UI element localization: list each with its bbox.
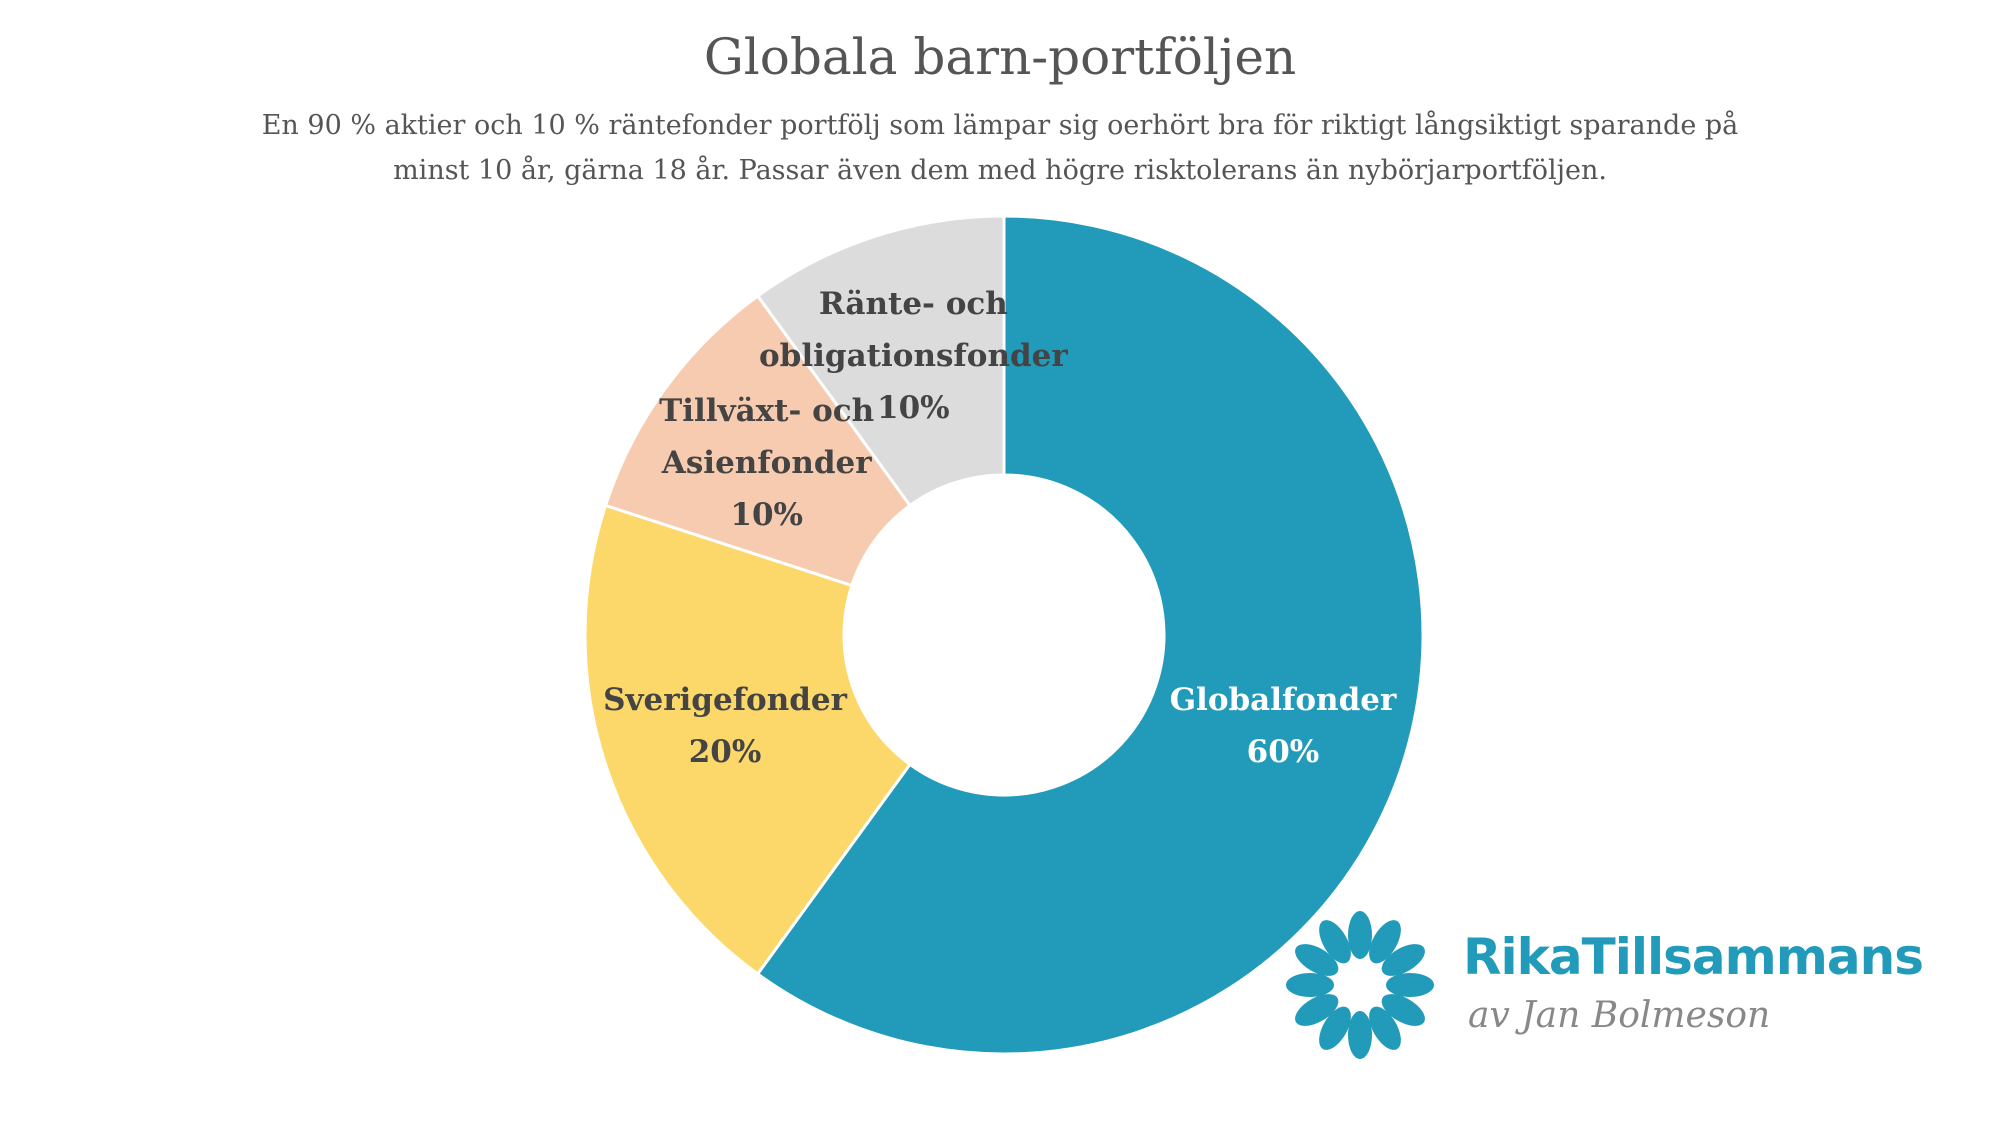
slice-name: Tillväxt- och Asienfonder [659,392,875,481]
logo-icon [1286,911,1434,1059]
slice-value: 10% [730,496,803,533]
slice-label: Tillväxt- och Asienfonder 10% [602,385,932,541]
slice-value: 10% [877,390,950,427]
slice-label: Globalfonder 60% [1118,674,1448,778]
slice-name: Globalfonder [1169,681,1397,718]
slice-name: Sverigefonder [603,681,847,718]
donut-slice [583,503,913,977]
chart-title: Globala barn-portföljen [703,28,1297,86]
logo-name: RikaTillsammans [1463,928,1924,986]
slice-value: 20% [688,733,762,770]
slice-label: Sverigefonder 20% [560,674,890,778]
slice-label: Ränte- och obligationsfonder 10% [748,278,1078,434]
slice-name: Ränte- och obligationsfonder [759,286,1068,375]
slice-value: 60% [1246,733,1320,770]
donut-slice [603,293,913,588]
chart-subtitle: En 90 % aktier och 10 % räntefonder port… [261,110,1739,186]
donut-slice [755,214,1006,508]
logo-tagline: av Jan Bolmeson [1468,995,1771,1036]
donut-slice [755,214,1425,1056]
